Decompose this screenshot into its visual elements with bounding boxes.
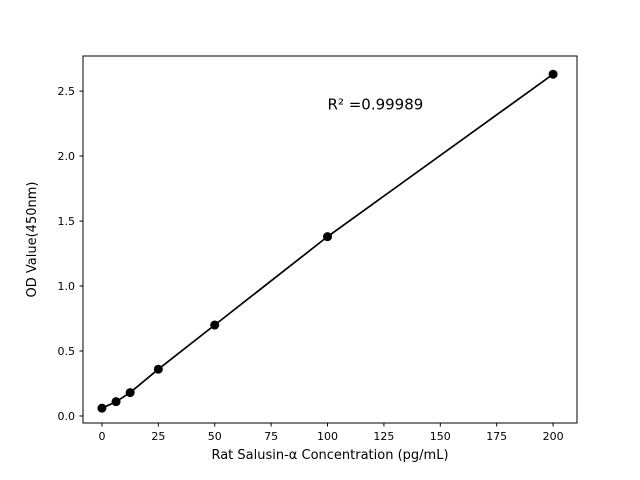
data-point (548, 69, 558, 79)
x-tick-label: 125 (373, 430, 394, 443)
y-tick-label: 1.0 (58, 280, 76, 293)
r-squared-annotation: R² =0.99989 (328, 95, 424, 113)
y-tick-label: 2.5 (58, 85, 76, 98)
x-tick-label: 0 (98, 430, 105, 443)
y-tick-label: 0.5 (58, 345, 76, 358)
x-tick-label: 200 (543, 430, 564, 443)
data-point (125, 388, 135, 398)
x-tick-label: 25 (151, 430, 165, 443)
data-point (210, 320, 220, 330)
x-tick-label: 150 (430, 430, 451, 443)
y-axis-label: OD Value(450nm) (25, 182, 40, 298)
y-tick-label: 0.0 (58, 410, 76, 423)
data-point (153, 364, 163, 374)
y-tick-label: 2.0 (58, 150, 76, 163)
data-point (323, 232, 333, 242)
x-tick-label: 100 (317, 430, 338, 443)
y-tick-label: 1.5 (58, 215, 76, 228)
data-point (97, 403, 107, 413)
x-tick-label: 75 (264, 430, 278, 443)
data-point (111, 397, 121, 407)
x-tick-label: 175 (486, 430, 507, 443)
x-axis-label: Rat Salusin-α Concentration (pg/mL) (211, 448, 448, 463)
x-tick-label: 50 (208, 430, 222, 443)
